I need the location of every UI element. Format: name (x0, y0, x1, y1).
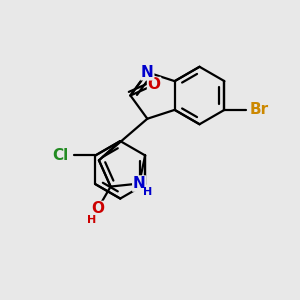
Text: Br: Br (250, 102, 269, 117)
Text: N: N (141, 65, 154, 80)
Text: N: N (133, 176, 146, 191)
Text: Cl: Cl (52, 148, 68, 163)
Text: O: O (148, 77, 160, 92)
Text: H: H (87, 215, 96, 225)
Text: H: H (142, 188, 152, 197)
Text: O: O (91, 201, 104, 216)
